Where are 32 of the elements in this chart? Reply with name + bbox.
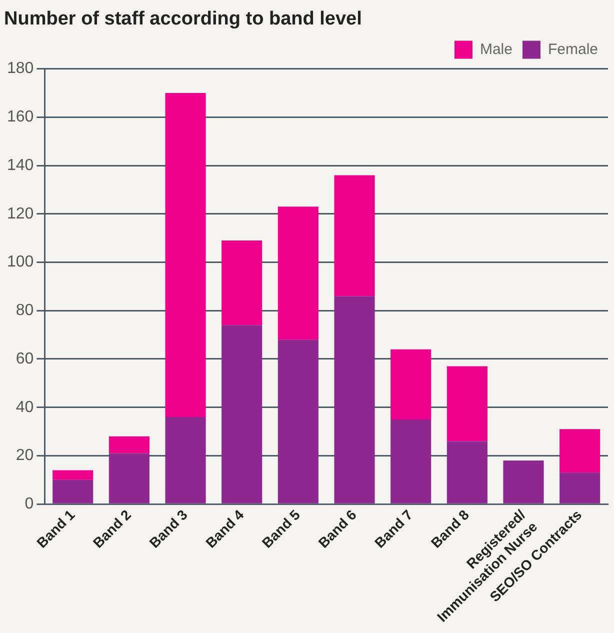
y-tick-label: 100 <box>6 254 34 271</box>
bar <box>560 429 600 473</box>
bar <box>108 436 150 454</box>
bar <box>390 419 432 504</box>
bar <box>278 206 318 340</box>
bar <box>108 453 150 504</box>
bar <box>222 325 262 504</box>
y-tick-label: 160 <box>6 108 34 126</box>
bar <box>446 366 488 442</box>
legend-label: Female <box>548 40 598 58</box>
bar <box>52 480 94 504</box>
bar <box>165 417 206 504</box>
bar <box>560 472 600 504</box>
y-tick-label: 140 <box>6 156 34 174</box>
y-tick-label: 0 <box>24 495 34 512</box>
bar <box>446 441 488 504</box>
chart-title: Number of staff according to band level <box>4 8 362 30</box>
y-tick-label: 180 <box>6 60 34 78</box>
y-tick-label: 80 <box>16 302 34 320</box>
bar <box>52 470 94 480</box>
bar <box>334 175 375 296</box>
bar <box>278 340 318 504</box>
bar <box>390 349 432 420</box>
y-tick-label: 20 <box>16 447 34 464</box>
legend-label: Male <box>480 40 512 58</box>
bar <box>503 460 544 504</box>
bar <box>334 296 375 504</box>
y-tick-label: 60 <box>16 350 34 368</box>
bar <box>165 92 206 418</box>
bar <box>222 240 262 326</box>
y-tick-label: 120 <box>6 205 34 222</box>
y-tick-label: 40 <box>16 398 34 416</box>
